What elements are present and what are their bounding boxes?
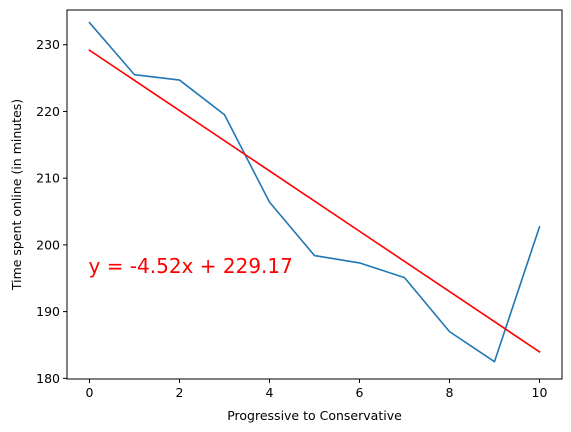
y-tick-label: 220 (36, 104, 60, 119)
x-axis-ticks: 0 2 4 6 8 10 (86, 379, 548, 400)
x-tick-label: 10 (532, 385, 548, 400)
x-tick-label: 2 (176, 385, 184, 400)
y-axis-ticks: 180 190 200 210 220 230 (36, 37, 67, 386)
regression-line (88, 49, 541, 353)
y-axis-label: Time spent online (in minutes) (9, 99, 24, 291)
x-tick-label: 0 (86, 385, 94, 400)
x-tick-label: 8 (446, 385, 454, 400)
annotation-layer: y = -4.52x + 229.17 (89, 254, 293, 278)
y-tick-label: 180 (36, 371, 60, 386)
y-tick-label: 210 (36, 171, 60, 186)
plot-frame (66, 9, 563, 380)
x-axis-label: Progressive to Conservative (227, 408, 402, 423)
plot-background (67, 10, 562, 379)
y-tick-label: 190 (36, 304, 60, 319)
x-tick-label: 6 (356, 385, 364, 400)
series-layer (88, 21, 541, 363)
regression-equation-label: y = -4.52x + 229.17 (89, 254, 293, 278)
y-tick-label: 230 (36, 37, 60, 52)
y-tick-label: 200 (36, 237, 60, 252)
data-series-line (88, 21, 541, 363)
x-tick-label: 4 (266, 385, 274, 400)
